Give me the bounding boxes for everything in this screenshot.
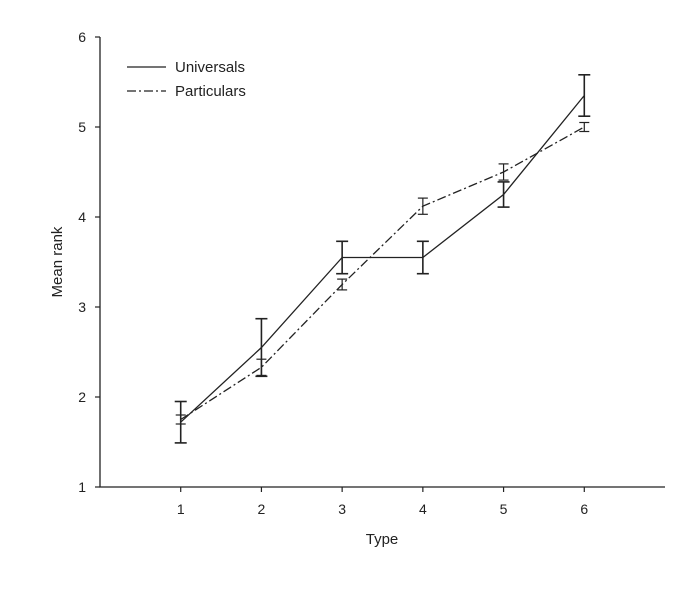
y-tick-label: 3 [78, 299, 86, 315]
error-bar-universals [336, 240, 349, 275]
series-layer [174, 74, 591, 444]
x-tick-label: 2 [258, 501, 266, 517]
y-tick-label: 5 [78, 119, 86, 135]
x-tick-label: 3 [338, 501, 346, 517]
x-axis-title: Type [366, 531, 399, 548]
error-bar-particulars [498, 163, 509, 181]
y-tick-label: 2 [78, 389, 86, 405]
series-universals [174, 74, 591, 444]
y-tick-label: 1 [78, 479, 86, 495]
x-tick-label: 6 [580, 501, 588, 517]
legend: Universals Particulars [127, 59, 246, 100]
y-tick-label: 6 [78, 29, 86, 45]
error-bar-universals [416, 240, 429, 275]
error-bar-particulars [337, 278, 348, 291]
series-particulars [175, 121, 590, 425]
axes [99, 37, 665, 488]
error-bar-particulars [417, 197, 428, 215]
legend-label-particulars: Particulars [175, 83, 246, 100]
error-bar-universals [497, 181, 510, 208]
series-line-universals [180, 95, 585, 423]
x-tick-label: 4 [419, 501, 427, 517]
x-tick-label: 1 [177, 501, 185, 517]
legend-label-universals: Universals [175, 59, 245, 76]
x-axis-ticks: 1 2 3 4 5 6 [177, 487, 588, 517]
error-bar-particulars [579, 121, 590, 133]
error-bar-universals [578, 74, 591, 117]
x-tick-label: 5 [500, 501, 508, 517]
error-bar-particulars [175, 414, 186, 425]
y-axis-title: Mean rank [49, 226, 66, 297]
series-line-particulars [180, 126, 585, 421]
y-tick-label: 4 [78, 209, 86, 225]
error-bar-particulars [256, 358, 267, 376]
axes-frame [99, 37, 665, 488]
y-axis-ticks: 1 2 3 4 5 6 [78, 29, 100, 495]
